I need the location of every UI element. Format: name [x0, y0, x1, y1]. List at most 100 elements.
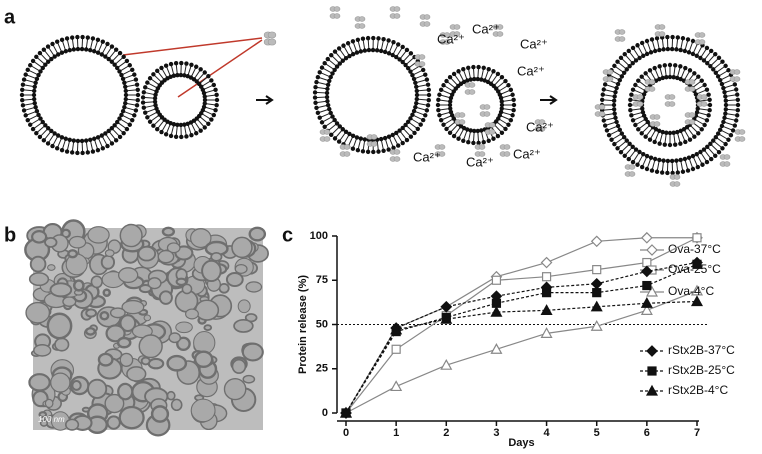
lipid-head: [83, 138, 89, 143]
lipid-head: [466, 140, 471, 145]
vesicle-image: [119, 352, 134, 367]
lipid-head: [59, 37, 65, 43]
lipid-head: [100, 146, 105, 151]
lipid-head: [23, 113, 28, 118]
marker: [692, 259, 702, 269]
lipid-head: [426, 87, 431, 93]
lipid-head: [140, 95, 146, 100]
lipid-head: [699, 127, 704, 132]
lipid-head: [159, 129, 164, 135]
lipid-head: [657, 128, 662, 134]
lipid-head: [508, 87, 514, 93]
lipid-head: [95, 135, 101, 140]
lipid-head: [400, 44, 405, 50]
lipid-head: [661, 47, 666, 52]
lipid-head: [403, 122, 408, 128]
lipid-head: [121, 130, 126, 136]
lipid-head: [109, 126, 114, 131]
lipid-head: [45, 141, 51, 146]
lipid-head: [50, 41, 55, 47]
lipid-head: [143, 85, 148, 90]
marker: [490, 305, 503, 317]
lipid-head: [123, 101, 128, 106]
lipid-head: [508, 117, 514, 123]
lipid-head: [122, 80, 127, 85]
lipid-head: [423, 72, 428, 77]
vesicle-image: [97, 352, 114, 367]
lipid-head: [391, 40, 396, 45]
lipid-head: [641, 113, 647, 118]
x-tick-label: 4: [544, 427, 551, 439]
lipid-head: [636, 127, 641, 132]
lipid-head: [382, 49, 388, 55]
lipid-head: [665, 170, 670, 176]
lipid-head: [665, 34, 670, 40]
scale-label: 100 nm: [38, 415, 65, 424]
ion-label: Ca²⁺: [517, 63, 545, 78]
lipid-head: [85, 150, 90, 155]
marker: [390, 323, 403, 335]
protein: [688, 112, 696, 118]
lipid-head: [680, 36, 686, 41]
lipid-head: [425, 82, 431, 87]
lipid-head: [723, 94, 728, 99]
lipid-head: [475, 76, 480, 82]
lipid-head: [32, 101, 37, 106]
lipid-head: [103, 131, 108, 136]
lipid-head: [378, 48, 384, 54]
lipid-head: [179, 60, 184, 66]
lipid-head: [130, 117, 135, 123]
lipid-head: [201, 90, 207, 96]
lipid-head: [476, 64, 481, 70]
lipid-head: [639, 164, 645, 170]
lipid-head: [669, 46, 675, 52]
lipid-head: [690, 38, 696, 44]
lipid-head: [184, 61, 189, 66]
lipid-head: [155, 126, 160, 132]
lipid-head: [486, 138, 491, 144]
lipid-head: [414, 92, 420, 98]
lipid-head: [674, 158, 679, 163]
lipid-head: [315, 110, 321, 116]
lipid-head: [499, 99, 504, 104]
protein: [628, 171, 636, 177]
lipid-head: [444, 126, 449, 132]
lipid-head: [178, 72, 184, 78]
lipid-head: [705, 60, 710, 66]
protein: [423, 21, 431, 27]
protein: [628, 164, 636, 170]
lipid-head: [630, 87, 636, 92]
lipid-head: [704, 118, 710, 123]
lipid-head: [56, 133, 61, 138]
vesicle-image: [54, 337, 70, 352]
lipid-head: [662, 142, 667, 147]
vesicle-image: [223, 377, 247, 401]
lipid-head: [498, 109, 504, 115]
lipid-head: [90, 149, 96, 154]
lipid-head: [511, 107, 516, 113]
marker: [541, 272, 552, 282]
lipid-head: [75, 46, 81, 52]
lipid-head: [471, 140, 476, 146]
protein: [733, 76, 741, 82]
lipid-head: [441, 122, 446, 127]
lipid-head: [732, 82, 738, 87]
protein: [393, 6, 401, 12]
lipid-head: [465, 78, 470, 83]
lipid-head: [444, 78, 449, 84]
marker: [540, 327, 553, 338]
lipid-head: [123, 88, 129, 94]
lipid-head: [735, 108, 741, 113]
lipid-head: [471, 64, 476, 70]
lipid-head: [105, 143, 110, 149]
lipid-head: [400, 140, 405, 146]
lipid-head: [396, 143, 401, 148]
lipid-head: [602, 123, 608, 128]
lipid-head: [59, 50, 65, 55]
lipid-head: [640, 106, 645, 111]
legend-label: Ova-37°C: [668, 242, 721, 256]
lipid-head: [134, 82, 140, 87]
vesicle-image: [137, 245, 157, 262]
lipid-head: [194, 131, 199, 136]
vesicle-image: [117, 267, 139, 284]
